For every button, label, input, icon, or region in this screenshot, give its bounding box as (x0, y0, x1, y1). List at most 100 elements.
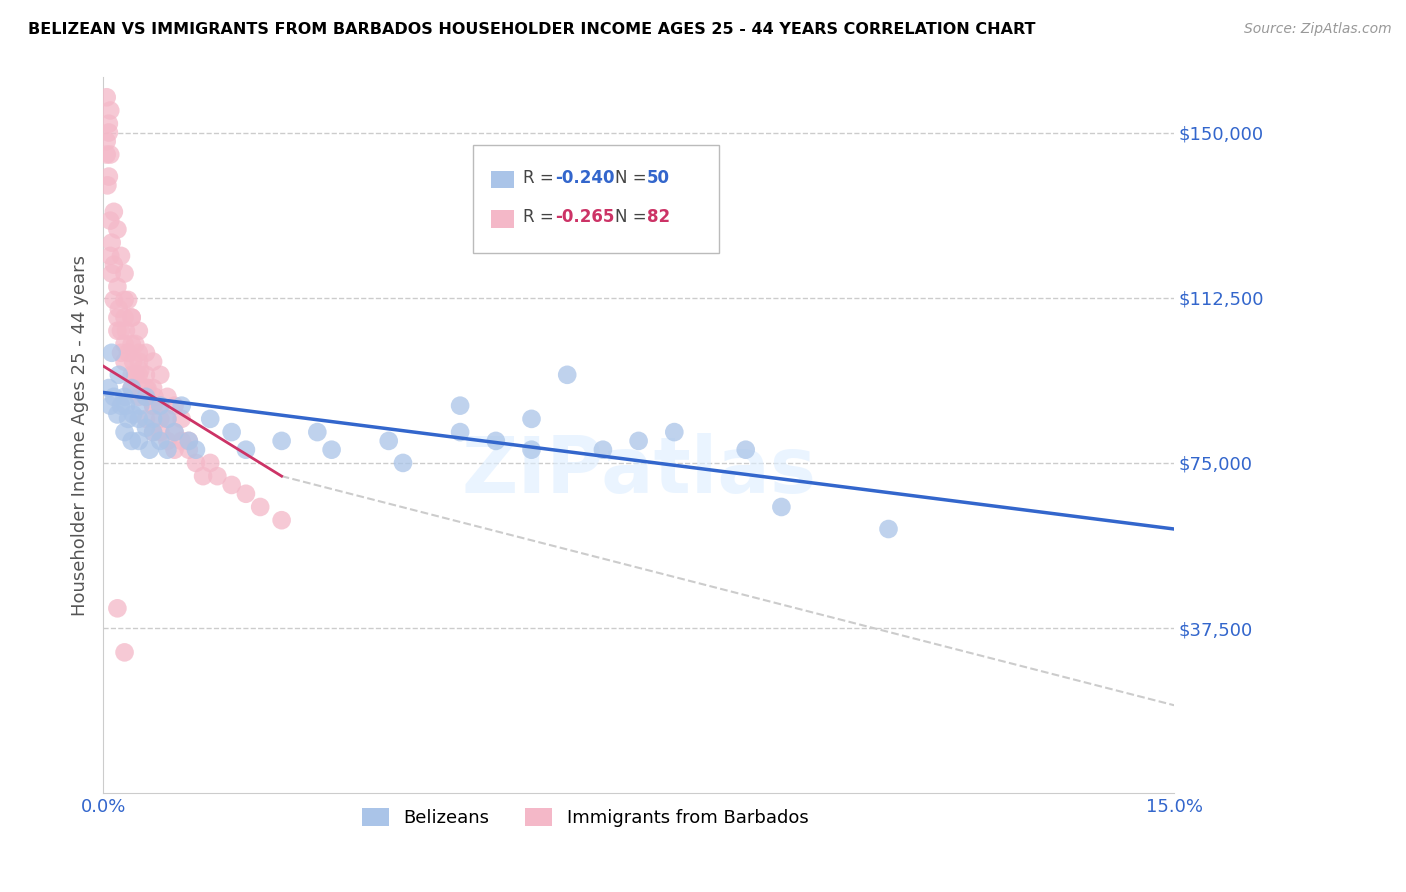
Point (121, 310, 143, 325)
Point (122, 408, 145, 422)
Point (177, 434, 200, 448)
Point (128, 368, 150, 382)
Point (449, 399, 471, 413)
Point (734, 442, 756, 457)
Point (121, 337, 143, 351)
Point (520, 442, 543, 457)
Point (170, 434, 193, 448)
Point (117, 346, 139, 360)
Point (96, 134, 118, 148)
Point (170, 399, 193, 413)
Point (270, 513, 292, 527)
Point (121, 381, 143, 395)
Point (107, 279, 129, 293)
Point (449, 425, 471, 439)
Point (135, 381, 157, 395)
Point (98, 249, 121, 263)
Point (149, 368, 172, 382)
Point (135, 420, 157, 434)
Point (555, 368, 578, 382)
Point (142, 399, 165, 413)
Point (122, 354, 145, 368)
Point (235, 487, 257, 501)
Point (135, 412, 157, 426)
Point (142, 381, 165, 395)
Text: 50: 50 (647, 169, 671, 186)
Point (100, 267, 122, 281)
Point (156, 434, 179, 448)
Point (249, 500, 271, 514)
Point (103, 204, 125, 219)
Point (121, 310, 143, 325)
Point (124, 337, 146, 351)
Point (114, 354, 136, 368)
Point (307, 425, 329, 439)
Point (142, 354, 165, 368)
Point (115, 324, 138, 338)
Point (98, 399, 121, 413)
Text: BELIZEAN VS IMMIGRANTS FROM BARBADOS HOUSEHOLDER INCOME AGES 25 - 44 YEARS CORRE: BELIZEAN VS IMMIGRANTS FROM BARBADOS HOU… (28, 22, 1036, 37)
Point (191, 469, 214, 483)
Legend: Belizeans, Immigrants from Barbados: Belizeans, Immigrants from Barbados (354, 801, 815, 834)
Point (143, 390, 166, 404)
Point (129, 363, 152, 377)
Point (377, 434, 399, 448)
Point (392, 456, 415, 470)
Point (103, 390, 125, 404)
Point (177, 442, 200, 457)
Text: Source: ZipAtlas.com: Source: ZipAtlas.com (1244, 22, 1392, 37)
Point (103, 258, 125, 272)
Point (97, 169, 120, 184)
Point (592, 442, 614, 457)
Point (149, 412, 172, 426)
Point (184, 456, 207, 470)
Point (163, 425, 186, 439)
Point (98, 147, 121, 161)
Point (117, 293, 139, 307)
Point (114, 293, 136, 307)
Point (520, 412, 543, 426)
Point (114, 425, 136, 439)
Text: R =: R = (523, 169, 560, 186)
Point (135, 368, 157, 382)
Point (108, 301, 131, 316)
Point (149, 425, 172, 439)
FancyBboxPatch shape (472, 145, 718, 252)
Point (149, 399, 172, 413)
Text: ZIPatlas: ZIPatlas (461, 434, 815, 509)
Point (97, 381, 120, 395)
Point (200, 412, 222, 426)
Point (149, 399, 172, 413)
Point (96, 90, 118, 104)
Point (135, 390, 157, 404)
Point (100, 235, 122, 250)
Point (136, 381, 159, 395)
Point (103, 293, 125, 307)
Point (149, 434, 172, 448)
Point (98, 103, 121, 118)
Point (135, 346, 157, 360)
Point (107, 310, 129, 325)
Point (142, 399, 165, 413)
Point (97, 117, 120, 131)
Point (664, 425, 686, 439)
Point (107, 408, 129, 422)
Point (110, 249, 132, 263)
Y-axis label: Householder Income Ages 25 - 44 years: Householder Income Ages 25 - 44 years (72, 255, 89, 615)
Point (128, 346, 150, 360)
Point (207, 469, 229, 483)
Point (98, 213, 121, 227)
Point (114, 645, 136, 659)
Point (114, 267, 136, 281)
Point (200, 456, 222, 470)
Point (142, 412, 165, 426)
FancyBboxPatch shape (491, 170, 515, 188)
Text: R =: R = (523, 208, 560, 226)
Text: -0.240: -0.240 (555, 169, 614, 186)
Point (270, 434, 292, 448)
Point (142, 425, 165, 439)
Point (627, 434, 650, 448)
Point (124, 368, 146, 382)
Point (128, 354, 150, 368)
Point (110, 399, 132, 413)
